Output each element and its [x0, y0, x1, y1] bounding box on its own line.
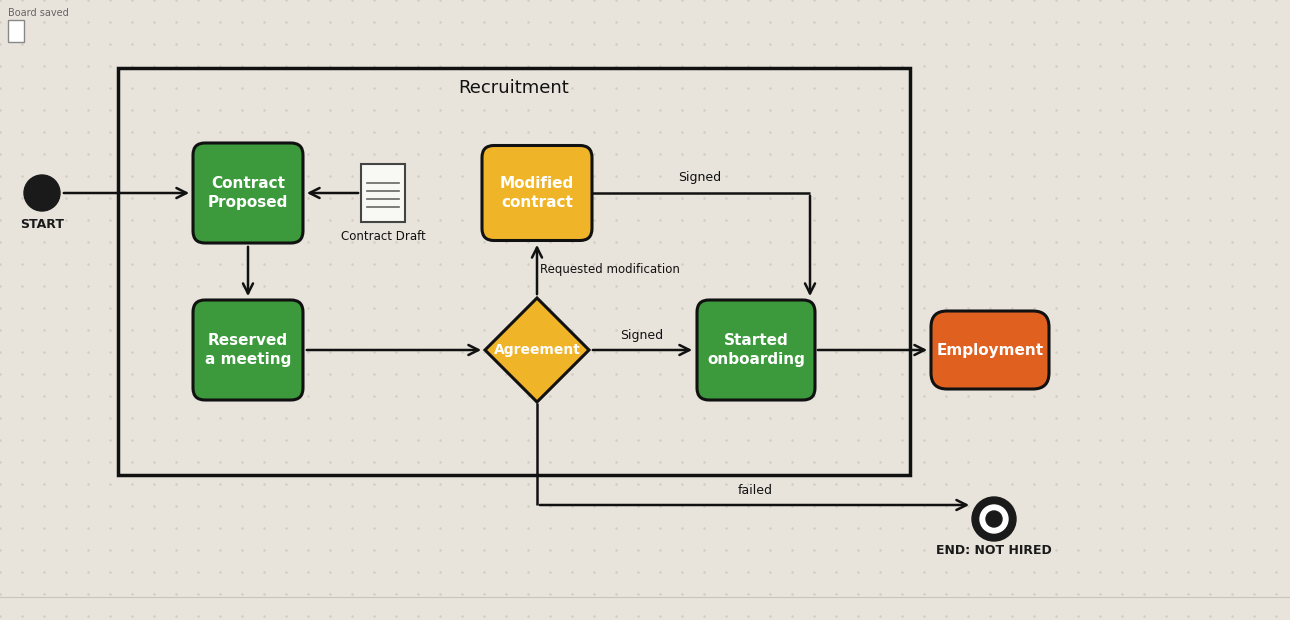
FancyBboxPatch shape — [931, 311, 1049, 389]
Circle shape — [25, 175, 61, 211]
FancyBboxPatch shape — [697, 300, 815, 400]
Text: failed: failed — [738, 484, 773, 497]
Text: START: START — [21, 218, 64, 231]
Text: Employment: Employment — [937, 342, 1044, 358]
Text: Signed: Signed — [679, 172, 721, 185]
Text: END: NOT HIRED: END: NOT HIRED — [937, 544, 1051, 557]
Text: Started
onboarding: Started onboarding — [707, 332, 805, 368]
Text: Board saved: Board saved — [8, 8, 68, 18]
FancyBboxPatch shape — [361, 164, 405, 222]
Text: Agreement: Agreement — [494, 343, 580, 357]
Text: Contract
Proposed: Contract Proposed — [208, 175, 288, 210]
Polygon shape — [485, 298, 590, 402]
FancyBboxPatch shape — [482, 146, 592, 241]
Text: Reserved
a meeting: Reserved a meeting — [205, 332, 292, 368]
FancyBboxPatch shape — [194, 300, 303, 400]
Text: Requested modification: Requested modification — [541, 264, 680, 277]
Text: Contract Draft: Contract Draft — [341, 229, 426, 242]
Circle shape — [971, 497, 1017, 541]
Text: Signed: Signed — [620, 329, 663, 342]
FancyBboxPatch shape — [8, 20, 25, 42]
Text: Modified
contract: Modified contract — [501, 175, 574, 210]
FancyBboxPatch shape — [194, 143, 303, 243]
Circle shape — [980, 505, 1007, 533]
Text: Recruitment: Recruitment — [459, 79, 569, 97]
Circle shape — [986, 511, 1002, 527]
